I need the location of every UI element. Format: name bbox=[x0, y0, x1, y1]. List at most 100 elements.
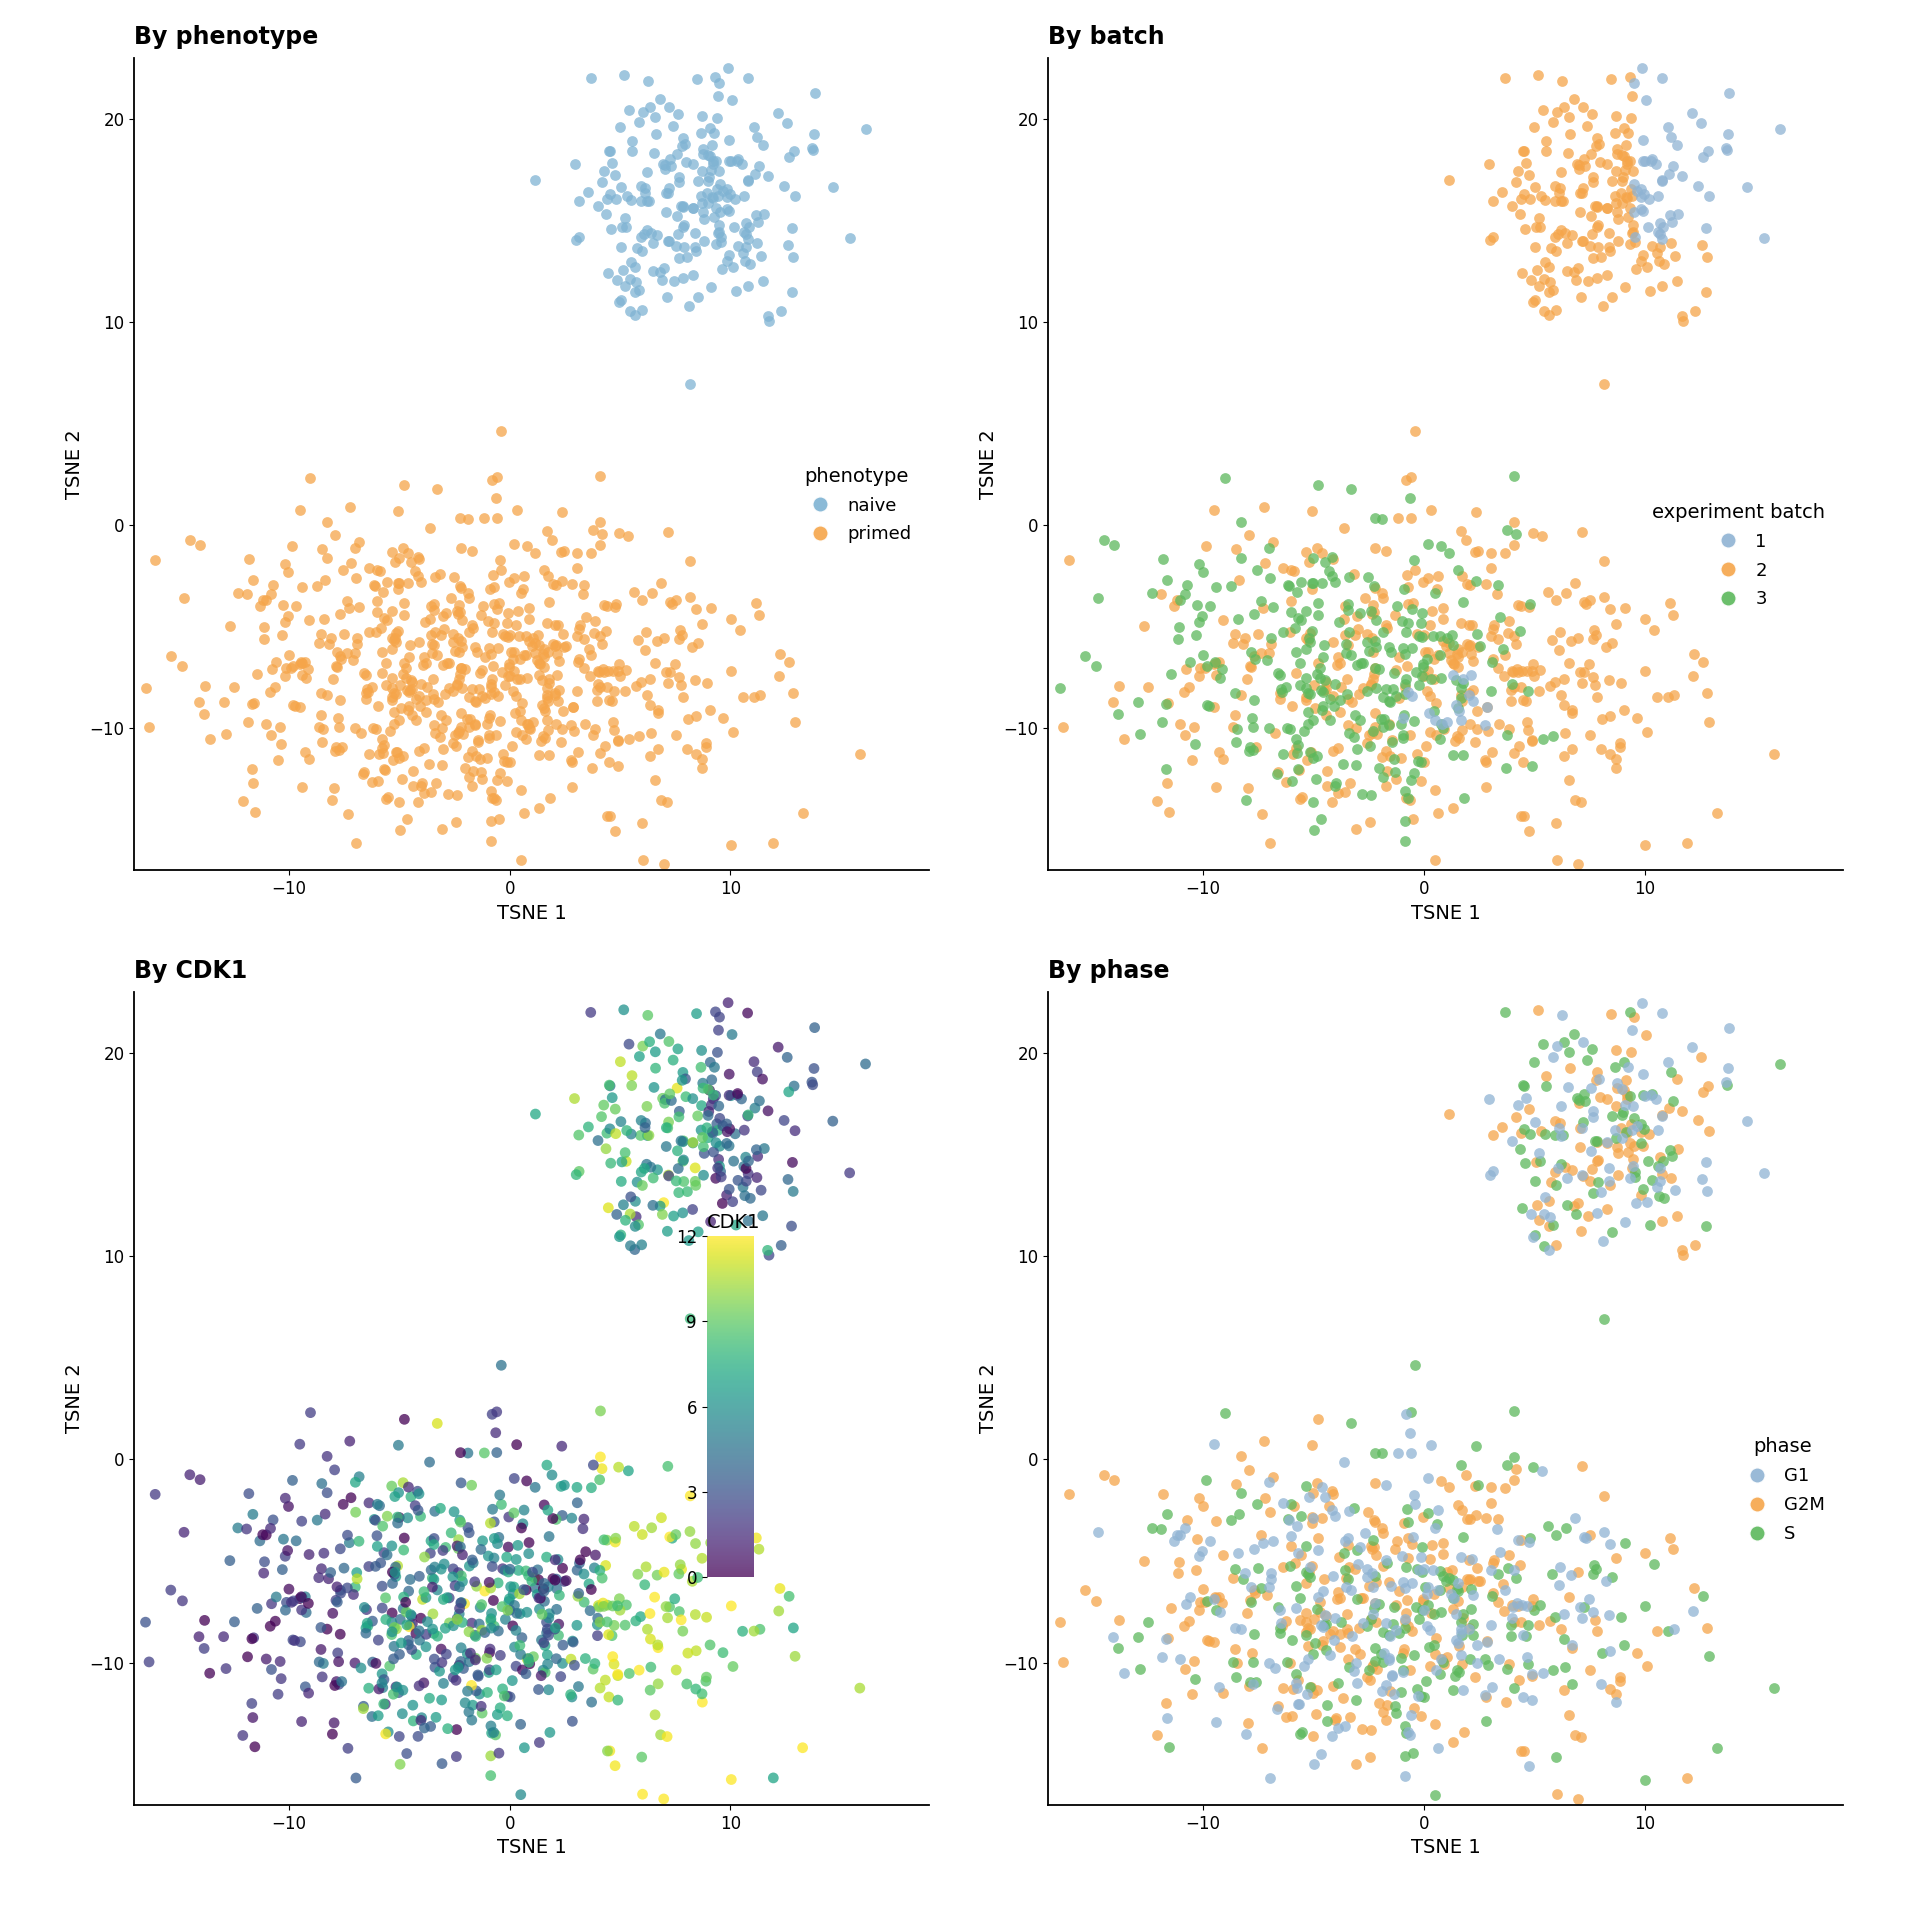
Point bbox=[497, 1665, 528, 1695]
Point bbox=[624, 108, 655, 138]
Point bbox=[1461, 566, 1492, 597]
Point bbox=[1572, 109, 1603, 140]
Point bbox=[340, 1572, 371, 1603]
Point bbox=[1275, 570, 1306, 601]
Point bbox=[1526, 520, 1557, 551]
Point bbox=[357, 712, 388, 743]
Point bbox=[1388, 1634, 1419, 1665]
Point bbox=[476, 1741, 507, 1772]
Point bbox=[417, 664, 447, 695]
Point bbox=[484, 1523, 515, 1553]
Point bbox=[1609, 140, 1640, 171]
Point bbox=[609, 995, 639, 1025]
Point bbox=[1315, 1640, 1346, 1670]
Point bbox=[1181, 1553, 1212, 1584]
Point bbox=[324, 684, 355, 714]
Point bbox=[334, 1427, 365, 1457]
Point bbox=[461, 710, 492, 741]
Point bbox=[653, 516, 684, 547]
Point bbox=[493, 651, 524, 682]
Point bbox=[586, 1102, 616, 1133]
Point bbox=[1576, 100, 1607, 131]
Point bbox=[1599, 180, 1630, 211]
Point bbox=[564, 611, 595, 641]
Point bbox=[1275, 1647, 1306, 1678]
Point bbox=[666, 1066, 697, 1096]
Point bbox=[1528, 265, 1559, 296]
Point bbox=[1319, 1705, 1350, 1736]
Point bbox=[1294, 1480, 1325, 1511]
Point bbox=[111, 1630, 142, 1661]
Point bbox=[1596, 63, 1626, 94]
Point bbox=[708, 177, 739, 207]
Point bbox=[1655, 228, 1686, 259]
Point bbox=[1225, 507, 1256, 538]
Point bbox=[599, 159, 630, 190]
Point bbox=[599, 1751, 630, 1782]
Point bbox=[1557, 733, 1588, 764]
Point bbox=[1275, 586, 1306, 616]
Point bbox=[382, 1501, 413, 1532]
Point bbox=[1578, 1096, 1609, 1127]
Point bbox=[488, 657, 518, 687]
Point bbox=[476, 637, 507, 668]
Point bbox=[1582, 1146, 1613, 1177]
Point bbox=[1501, 657, 1532, 687]
Point bbox=[1409, 637, 1440, 668]
Point bbox=[1248, 593, 1279, 624]
Point bbox=[543, 1544, 574, 1574]
Point bbox=[534, 668, 564, 699]
Point bbox=[612, 520, 643, 551]
Point bbox=[1609, 593, 1640, 624]
Point bbox=[340, 532, 371, 563]
Point bbox=[708, 703, 739, 733]
Point bbox=[419, 595, 449, 626]
Point bbox=[588, 628, 618, 659]
Point bbox=[1490, 1574, 1521, 1605]
Point bbox=[1565, 1131, 1596, 1162]
Point bbox=[664, 161, 695, 192]
Point bbox=[632, 1091, 662, 1121]
Point bbox=[238, 1500, 269, 1530]
Point bbox=[607, 211, 637, 242]
Point bbox=[319, 735, 349, 766]
Point bbox=[453, 616, 484, 647]
Point bbox=[382, 1430, 413, 1461]
Point bbox=[424, 1494, 455, 1524]
Point bbox=[1446, 672, 1476, 703]
Point bbox=[1519, 171, 1549, 202]
Point bbox=[1390, 637, 1421, 668]
Point bbox=[1688, 142, 1718, 173]
Point bbox=[1271, 1701, 1302, 1732]
Point bbox=[1242, 555, 1273, 586]
Point bbox=[86, 1540, 117, 1571]
Point bbox=[1240, 1667, 1271, 1697]
Point bbox=[1281, 733, 1311, 764]
Point bbox=[626, 296, 657, 326]
Point bbox=[1619, 1131, 1649, 1162]
Point bbox=[1265, 678, 1296, 708]
Point bbox=[447, 632, 478, 662]
Point bbox=[1432, 707, 1463, 737]
Point bbox=[705, 1131, 735, 1162]
Point bbox=[1338, 1494, 1369, 1524]
Point bbox=[1154, 1732, 1185, 1763]
Point bbox=[1601, 1678, 1632, 1709]
Point bbox=[278, 651, 309, 682]
Point bbox=[1246, 637, 1277, 668]
Point bbox=[457, 1670, 488, 1701]
Point bbox=[324, 641, 355, 672]
Point bbox=[482, 503, 513, 534]
Point bbox=[190, 1605, 221, 1636]
Point bbox=[351, 1619, 382, 1649]
Point bbox=[1375, 1645, 1405, 1676]
Point bbox=[1194, 1526, 1225, 1557]
Point bbox=[401, 705, 432, 735]
Point bbox=[453, 682, 484, 712]
Point bbox=[699, 202, 730, 232]
Point bbox=[1713, 77, 1743, 108]
Point bbox=[442, 1715, 472, 1745]
Point bbox=[611, 1137, 641, 1167]
Point bbox=[597, 685, 628, 716]
Point bbox=[1200, 1582, 1231, 1613]
